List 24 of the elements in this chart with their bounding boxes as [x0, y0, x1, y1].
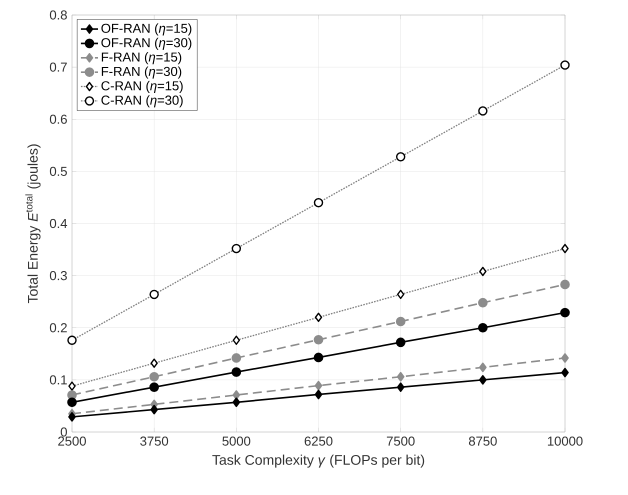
y-tick-label: 0.6 — [50, 114, 67, 124]
x-tick-label: 2500 — [58, 436, 86, 446]
x-axis-title: Task Complexity γ (FLOPs per bit) — [212, 454, 424, 468]
y-tick-label: 0.3 — [50, 271, 67, 280]
legend-label: C-RAN (η=15) — [101, 80, 183, 93]
y-tick-label: 0.5 — [50, 166, 67, 176]
x-tick-label: 10000 — [548, 436, 583, 446]
legend-label: F-RAN (η=30) — [102, 66, 182, 79]
y-tick-label: 0.7 — [50, 62, 67, 72]
y-tick-label: 0.2 — [50, 323, 67, 332]
x-tick-label: 6250 — [304, 436, 332, 446]
y-tick-label: 0.1 — [50, 375, 67, 384]
y-tick-label: 0.4 — [50, 218, 68, 228]
x-tick-label: 8750 — [468, 436, 497, 446]
x-tick-label: 3750 — [140, 436, 168, 446]
legend-label: F-RAN (η=15) — [102, 52, 182, 64]
legend-label: OF-RAN (η=30) — [101, 38, 192, 50]
x-tick-label: 7500 — [386, 436, 415, 446]
legend-label: C-RAN (η=30) — [101, 95, 183, 108]
legend-label: OF-RAN (η=15) — [101, 23, 192, 36]
y-tick-label: 0 — [60, 427, 67, 437]
x-tick-label: 5000 — [222, 436, 250, 446]
y-axis-title: Total Energy E$^{total}$ (joules) — [25, 144, 41, 304]
y-tick-label: 0.8 — [50, 10, 67, 20]
